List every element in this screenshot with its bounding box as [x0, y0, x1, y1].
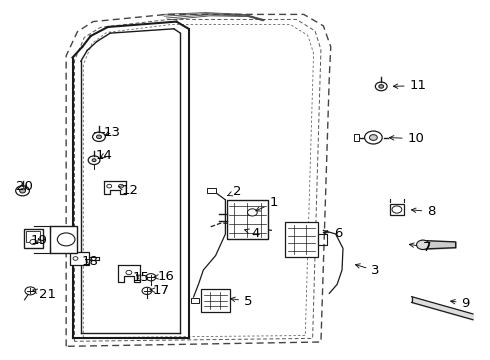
Text: 12: 12 — [119, 184, 139, 197]
Circle shape — [379, 85, 384, 88]
Text: 1: 1 — [256, 196, 278, 211]
Bar — [191, 298, 199, 303]
Circle shape — [30, 239, 37, 244]
Bar — [354, 134, 359, 141]
Circle shape — [119, 184, 123, 188]
Text: 21: 21 — [33, 288, 56, 301]
Bar — [226, 200, 269, 239]
Circle shape — [92, 159, 96, 162]
Text: 5: 5 — [231, 295, 252, 308]
Circle shape — [375, 82, 387, 91]
Circle shape — [16, 186, 29, 196]
Circle shape — [20, 189, 25, 193]
Bar — [201, 289, 230, 312]
Text: 3: 3 — [355, 264, 380, 277]
Text: 4: 4 — [245, 227, 260, 240]
Text: 19: 19 — [30, 234, 47, 247]
Circle shape — [93, 132, 105, 141]
Circle shape — [369, 135, 377, 140]
Circle shape — [392, 206, 402, 213]
Text: 13: 13 — [104, 126, 121, 139]
Text: 9: 9 — [451, 297, 470, 310]
Bar — [24, 229, 43, 248]
Circle shape — [146, 274, 156, 281]
Text: 17: 17 — [150, 284, 170, 297]
Circle shape — [142, 287, 152, 294]
Bar — [70, 252, 89, 265]
Bar — [50, 226, 77, 253]
Bar — [207, 188, 216, 193]
Text: 2: 2 — [228, 185, 242, 198]
Circle shape — [416, 240, 429, 249]
Circle shape — [57, 233, 75, 246]
Text: 15: 15 — [133, 271, 150, 284]
Text: 8: 8 — [412, 205, 436, 218]
Circle shape — [365, 131, 382, 144]
Text: 18: 18 — [81, 255, 98, 268]
Circle shape — [97, 135, 101, 139]
Text: 20: 20 — [16, 180, 33, 193]
Circle shape — [73, 257, 78, 260]
Bar — [285, 222, 318, 256]
Text: 11: 11 — [393, 79, 427, 92]
Circle shape — [126, 270, 132, 275]
Bar — [390, 204, 404, 215]
Text: 10: 10 — [390, 132, 424, 145]
Text: 14: 14 — [96, 149, 113, 162]
Text: 7: 7 — [410, 241, 431, 254]
Circle shape — [88, 156, 100, 165]
Bar — [26, 231, 40, 242]
Text: 6: 6 — [323, 227, 343, 240]
Text: 16: 16 — [154, 270, 174, 283]
Circle shape — [25, 287, 36, 295]
Circle shape — [107, 184, 112, 188]
Circle shape — [247, 209, 257, 216]
